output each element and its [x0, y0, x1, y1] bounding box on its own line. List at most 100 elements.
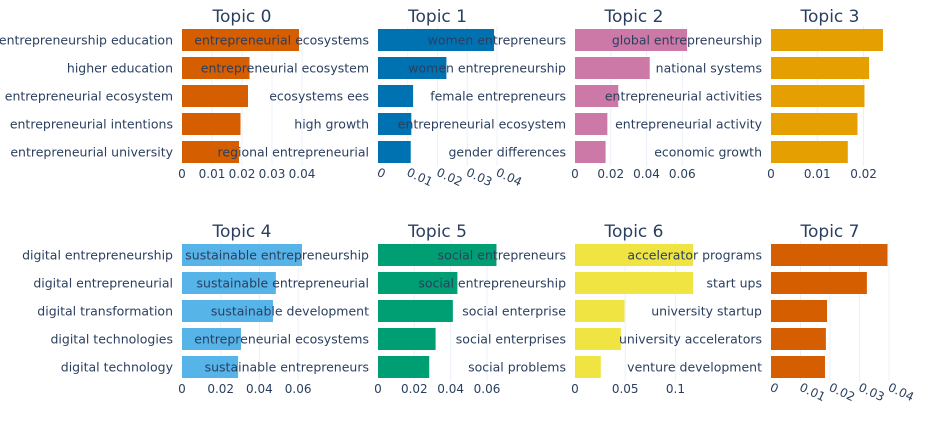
tick-label: 0.04 — [437, 382, 464, 396]
bar — [771, 141, 848, 163]
bar — [378, 272, 458, 294]
category-label: female entrepreneurs — [430, 89, 566, 104]
bar — [182, 244, 302, 266]
bar — [771, 244, 888, 266]
category-label: university startup — [651, 304, 762, 319]
category-label: digital technology — [61, 360, 174, 375]
category-label: entrepreneurial ecosystem — [5, 89, 173, 104]
category-label: women entrepreneurship — [408, 61, 566, 76]
bar — [575, 141, 606, 163]
bar — [182, 328, 242, 350]
tick-label: 0.04 — [246, 382, 273, 396]
tick-label: 0.04 — [494, 165, 524, 189]
bar — [575, 300, 625, 322]
bar — [771, 85, 865, 107]
panel-6: social entrepreneurs social entrepreneurs… — [418, 222, 693, 396]
panel-4: digital entrepreneurship digital entrepre… — [22, 222, 311, 396]
bar — [575, 113, 608, 135]
category-label: social problems — [468, 360, 566, 375]
bar — [378, 244, 497, 266]
tick-label: 0.01 — [797, 380, 827, 404]
category-label: gender differences — [448, 145, 566, 160]
bar — [575, 328, 621, 350]
category-label: ecosystems ees — [269, 89, 369, 104]
bar — [182, 356, 239, 378]
category-label: high growth — [294, 117, 369, 132]
category-label: sustainable development — [211, 304, 369, 319]
category-label: entrepreneurial ecosystem — [398, 117, 566, 132]
tick-label: 0 — [178, 382, 186, 396]
bar — [378, 57, 447, 79]
bar — [378, 300, 453, 322]
bar — [182, 57, 250, 79]
bar — [771, 29, 883, 51]
category-label: regional entrepreneurial — [218, 145, 369, 160]
bar — [182, 113, 241, 135]
category-label: social entrepreneurs — [438, 248, 566, 263]
category-label: global entrepreneurship — [612, 33, 762, 48]
category-label: digital technologies — [50, 332, 173, 347]
category-label: entrepreneurial ecosystem — [201, 61, 369, 76]
panel-0: entrepreneurship education higher educati… — [0, 7, 315, 181]
tick-label: 0 — [374, 382, 382, 396]
panel-3: global entrepreneurship national systems e… — [605, 7, 883, 181]
category-label: social entrepreneurship — [418, 276, 566, 291]
bar — [771, 113, 858, 135]
tick-label: 0.06 — [669, 167, 696, 181]
tick-label: 0.06 — [474, 382, 501, 396]
category-label: entrepreneurial activity — [615, 117, 762, 132]
category-label: entrepreneurial activities — [605, 89, 762, 104]
bar — [182, 85, 248, 107]
bar — [378, 29, 495, 51]
panel-7: accelerator programs start ups university … — [619, 222, 916, 404]
tick-label: 0.06 — [285, 382, 312, 396]
bar — [575, 272, 693, 294]
tick-label: 0.05 — [612, 382, 639, 396]
bar — [771, 300, 828, 322]
category-label: digital transformation — [37, 304, 173, 319]
tick-label: 0 — [768, 380, 781, 396]
category-label: entrepreneurial ecosystems — [194, 332, 369, 347]
category-label: venture development — [627, 360, 762, 375]
tick-label: 0.01 — [199, 167, 226, 181]
tick-label: 0.04 — [886, 380, 916, 404]
bar — [771, 272, 867, 294]
bar — [378, 141, 411, 163]
category-label: economic growth — [654, 145, 762, 160]
category-label: entrepreneurial ecosystems — [194, 33, 369, 48]
tick-label: 0.02 — [850, 167, 877, 181]
bar — [182, 272, 276, 294]
tick-label: 0 — [571, 167, 579, 181]
tick-label: 0.01 — [405, 165, 435, 189]
tick-label: 0 — [767, 167, 775, 181]
tick-label: 0.02 — [229, 167, 256, 181]
tick-label: 0 — [375, 165, 388, 181]
tick-label: 0.02 — [434, 165, 464, 189]
panel-title: Topic 6 — [604, 222, 664, 242]
bar — [182, 141, 239, 163]
bar — [378, 113, 412, 135]
category-label: higher education — [67, 61, 173, 76]
panel-2: women entrepreneurs women entrepreneurshi… — [398, 7, 696, 181]
tick-label: 0.1 — [666, 382, 685, 396]
tick-label: 0.01 — [804, 167, 831, 181]
category-label: start ups — [707, 276, 762, 291]
category-label: women entrepreneurs — [428, 33, 566, 48]
category-label: social enterprise — [462, 304, 566, 319]
tick-label: 0.02 — [597, 167, 624, 181]
category-label: digital entrepreneurship — [22, 248, 173, 263]
bar — [378, 356, 430, 378]
panel-title: Topic 0 — [212, 7, 272, 27]
bar — [771, 57, 870, 79]
tick-label: 0.04 — [289, 167, 316, 181]
bar — [771, 356, 825, 378]
tick-label: 0.03 — [856, 380, 886, 404]
category-label: sustainable entrepreneurial — [197, 276, 369, 291]
tick-label: 0.03 — [259, 167, 286, 181]
tick-label: 0.03 — [464, 165, 494, 189]
bar — [575, 57, 650, 79]
category-label: university accelerators — [619, 332, 762, 347]
bar — [575, 85, 619, 107]
bar — [182, 300, 273, 322]
panel-title: Topic 4 — [212, 222, 272, 242]
